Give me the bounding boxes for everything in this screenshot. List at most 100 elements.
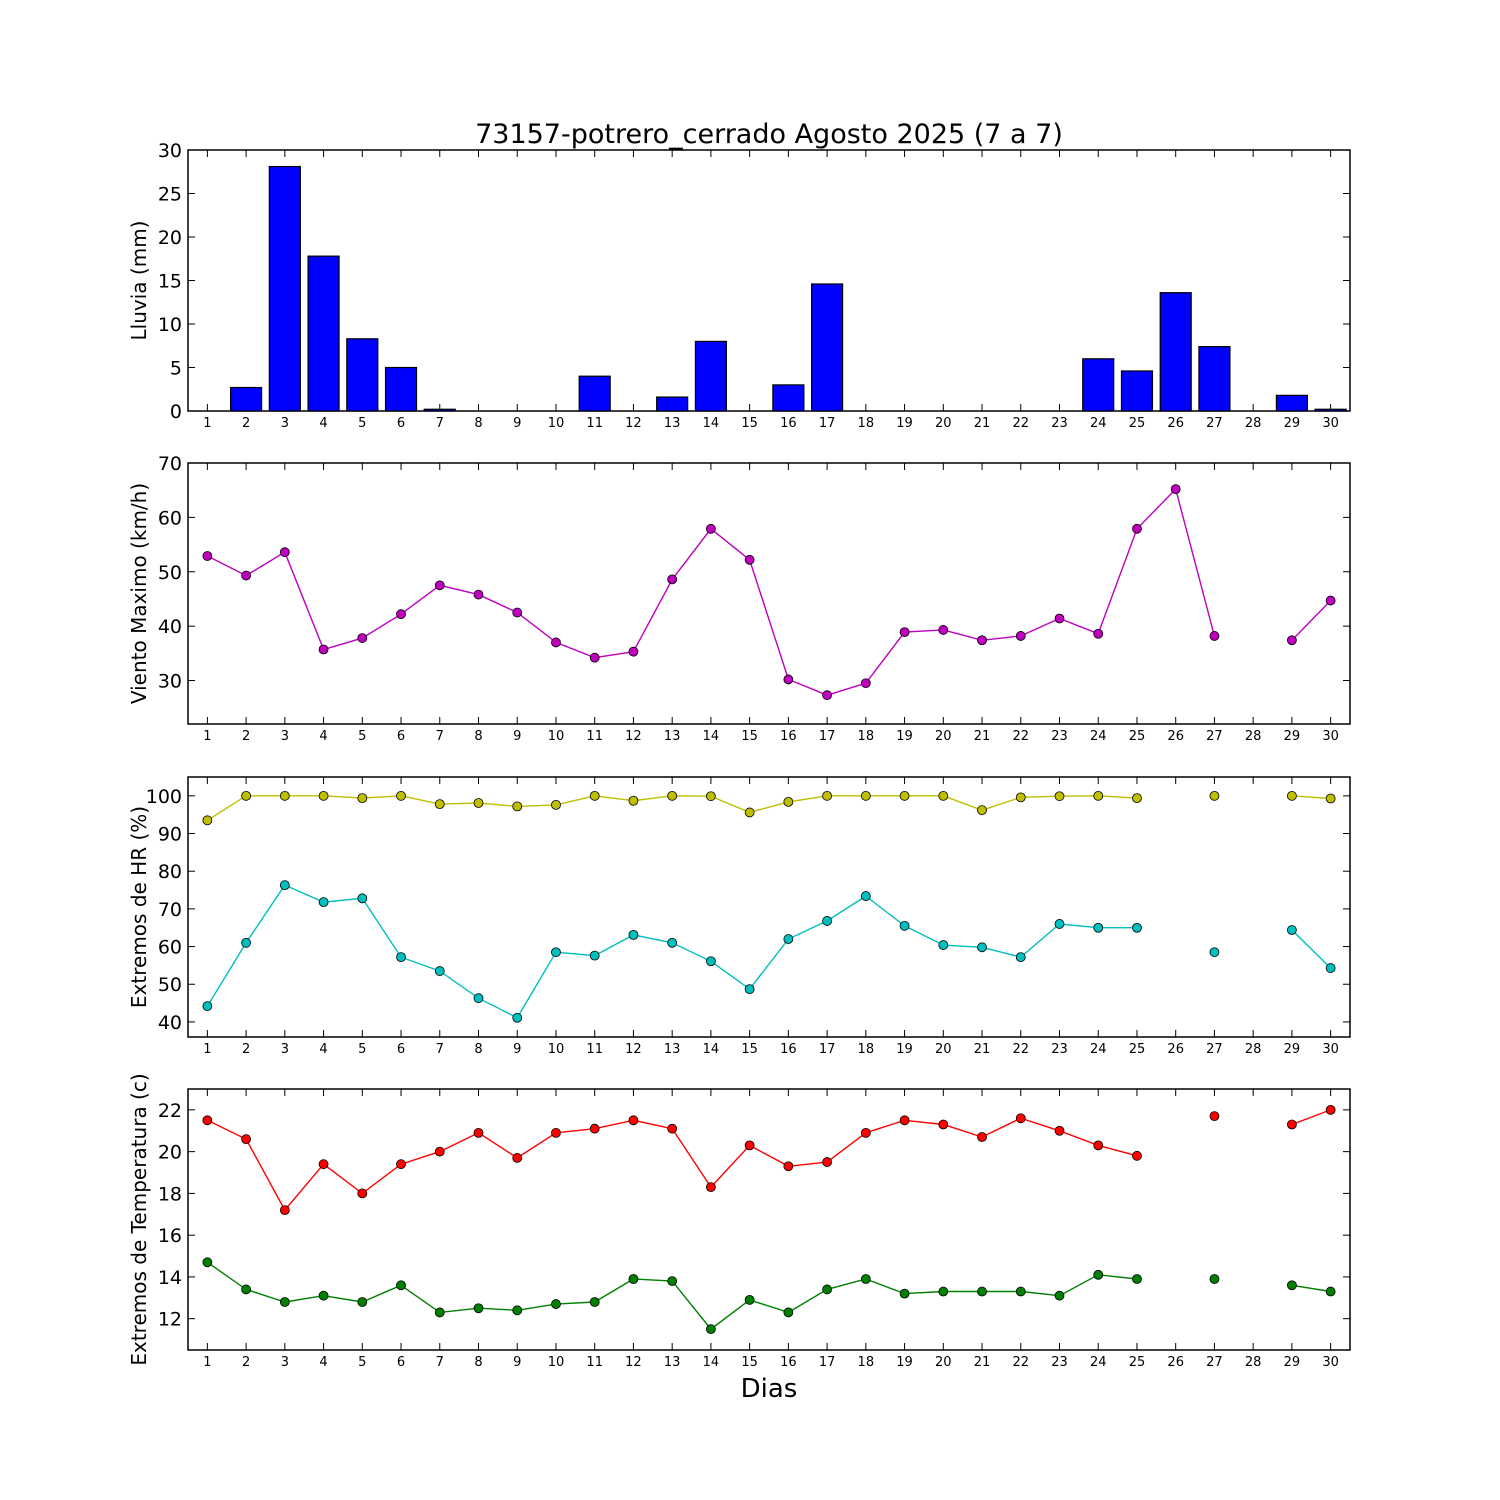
data-point xyxy=(473,1303,484,1314)
x-tick-label: 14 xyxy=(703,1042,720,1057)
data-point xyxy=(860,678,871,689)
data-point xyxy=(1132,1150,1142,1161)
data-point xyxy=(1209,790,1220,801)
bar xyxy=(578,375,611,412)
x-tick-label: 14 xyxy=(703,729,720,744)
x-tick-label: 26 xyxy=(1167,1355,1184,1370)
x-tick-label: 18 xyxy=(858,416,875,431)
x-tick-label: 30 xyxy=(1322,416,1339,431)
y-axis-label: Lluvia (mm) xyxy=(127,221,151,341)
x-tick-label: 7 xyxy=(436,1042,444,1057)
x-tick-label: 7 xyxy=(436,1355,444,1370)
data-point xyxy=(318,897,329,908)
data-point xyxy=(706,1324,716,1335)
x-tick-label: 27 xyxy=(1206,1042,1223,1057)
data-point xyxy=(357,893,368,904)
x-tick-label: 22 xyxy=(1012,1355,1029,1370)
data-point xyxy=(977,805,987,816)
x-tick-label: 10 xyxy=(548,416,565,431)
data-point xyxy=(1093,790,1104,801)
x-tick-label: 8 xyxy=(474,416,482,431)
data-point xyxy=(899,627,910,638)
data-point xyxy=(357,1297,368,1307)
y-tick-label: 70 xyxy=(158,453,182,475)
x-tick-label: 25 xyxy=(1129,729,1146,744)
x-tick-label: 9 xyxy=(513,729,521,744)
x-tick-label: 6 xyxy=(397,1042,405,1057)
x-tick-label: 28 xyxy=(1245,729,1262,744)
x-tick-label: 23 xyxy=(1051,729,1068,744)
bar xyxy=(384,366,418,412)
data-point xyxy=(822,916,832,926)
x-tick-label: 28 xyxy=(1245,1042,1262,1057)
data-point xyxy=(1054,613,1065,624)
x-tick-label: 15 xyxy=(741,1355,758,1370)
data-point xyxy=(1325,1286,1336,1297)
data-point xyxy=(1132,523,1142,534)
x-tick-label: 16 xyxy=(780,729,797,744)
x-tick-label: 23 xyxy=(1051,1042,1068,1057)
x-tick-label: 17 xyxy=(819,729,836,744)
x-tick-label: 25 xyxy=(1129,416,1146,431)
x-tick-label: 20 xyxy=(935,416,952,431)
x-tick-label: 23 xyxy=(1051,1355,1068,1370)
data-point xyxy=(783,674,794,685)
data-point xyxy=(1287,790,1297,801)
data-point xyxy=(434,1307,445,1318)
x-tick-label: 13 xyxy=(664,729,681,744)
data-point xyxy=(241,1284,252,1295)
x-tick-label: 9 xyxy=(513,1355,521,1370)
x-tick-label: 27 xyxy=(1206,416,1223,431)
data-point xyxy=(551,799,561,810)
data-point xyxy=(1287,1119,1297,1130)
y-tick-label: 10 xyxy=(158,314,182,336)
x-tick-label: 2 xyxy=(242,1042,250,1057)
bar xyxy=(656,396,689,412)
x-tick-label: 30 xyxy=(1322,729,1339,744)
data-point xyxy=(241,790,252,801)
x-tick-label: 24 xyxy=(1090,416,1107,431)
data-point xyxy=(1093,628,1104,639)
y-tick-label: 30 xyxy=(158,671,182,693)
data-point xyxy=(279,1297,290,1307)
data-point xyxy=(202,551,213,561)
x-tick-label: 19 xyxy=(896,729,913,744)
x-tick-label: 10 xyxy=(548,1042,565,1057)
bar xyxy=(811,283,844,412)
x-tick-label: 1 xyxy=(203,416,211,431)
x-tick-label: 20 xyxy=(935,1042,952,1057)
data-point xyxy=(1015,952,1026,963)
data-point xyxy=(628,795,639,806)
data-point xyxy=(977,1286,987,1297)
x-tick-label: 2 xyxy=(242,416,250,431)
x-tick-label: 28 xyxy=(1245,416,1262,431)
x-tick-label: 2 xyxy=(242,729,250,744)
x-tick-label: 25 xyxy=(1129,1355,1146,1370)
data-point xyxy=(589,1123,600,1134)
data-point xyxy=(202,815,213,826)
data-point xyxy=(860,1274,871,1284)
y-tick-label: 50 xyxy=(158,974,182,996)
data-point xyxy=(628,646,639,657)
data-point xyxy=(1054,791,1065,802)
data-point xyxy=(744,1140,755,1151)
x-tick-label: 29 xyxy=(1284,729,1301,744)
data-point xyxy=(589,652,600,663)
x-tick-label: 12 xyxy=(625,1355,642,1370)
x-tick-label: 29 xyxy=(1284,1042,1301,1057)
x-tick-label: 10 xyxy=(548,729,565,744)
bar xyxy=(230,386,263,412)
data-point xyxy=(241,570,252,581)
data-point xyxy=(628,929,639,940)
y-axis-label: Extremos de Temperatura (c) xyxy=(127,1073,151,1365)
y-tick-label: 20 xyxy=(158,1142,182,1164)
data-point xyxy=(1287,1280,1297,1291)
data-point xyxy=(1209,947,1220,958)
x-tick-label: 1 xyxy=(203,1355,211,1370)
series-1 xyxy=(202,1104,1336,1216)
bar xyxy=(1120,370,1154,412)
